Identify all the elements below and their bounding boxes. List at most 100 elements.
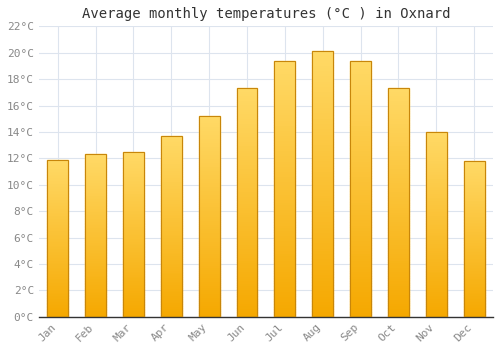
Bar xyxy=(236,93,258,95)
Bar xyxy=(85,179,106,180)
Bar xyxy=(198,158,220,160)
Bar xyxy=(48,290,68,292)
Bar xyxy=(426,276,446,278)
Bar xyxy=(464,161,484,162)
Bar xyxy=(198,226,220,229)
Bar xyxy=(123,247,144,249)
Bar xyxy=(464,307,484,309)
Bar xyxy=(426,291,446,293)
Bar xyxy=(85,273,106,274)
Bar xyxy=(236,234,258,237)
Bar xyxy=(274,76,295,78)
Bar xyxy=(312,306,333,309)
Bar xyxy=(48,243,68,245)
Bar xyxy=(426,171,446,173)
Bar xyxy=(48,169,68,171)
Bar xyxy=(48,202,68,204)
Bar xyxy=(48,307,68,309)
Bar xyxy=(388,285,409,287)
Bar xyxy=(48,268,68,270)
Bar xyxy=(388,315,409,317)
Bar xyxy=(236,125,258,127)
Bar xyxy=(236,267,258,269)
Bar xyxy=(388,257,409,260)
Bar xyxy=(85,250,106,252)
Bar xyxy=(236,157,258,159)
Bar xyxy=(426,195,446,197)
Bar xyxy=(274,138,295,140)
Bar xyxy=(198,136,220,138)
Bar xyxy=(198,152,220,154)
Bar xyxy=(85,309,106,310)
Bar xyxy=(426,315,446,317)
Bar xyxy=(464,303,484,304)
Bar xyxy=(85,223,106,224)
Bar xyxy=(48,237,68,238)
Bar xyxy=(198,237,220,238)
Bar xyxy=(123,266,144,267)
Bar xyxy=(350,66,371,68)
Bar xyxy=(312,211,333,213)
Bar xyxy=(198,215,220,216)
Bar xyxy=(464,281,484,282)
Bar xyxy=(388,155,409,157)
Bar xyxy=(350,63,371,66)
Bar xyxy=(236,282,258,285)
Bar xyxy=(464,312,484,314)
Bar xyxy=(464,262,484,264)
Bar xyxy=(161,301,182,302)
Bar xyxy=(464,310,484,312)
Bar xyxy=(388,102,409,104)
Bar xyxy=(312,134,333,136)
Bar xyxy=(464,298,484,300)
Bar xyxy=(48,284,68,285)
Bar xyxy=(198,172,220,174)
Bar xyxy=(236,315,258,317)
Bar xyxy=(388,230,409,232)
Bar xyxy=(464,264,484,265)
Bar xyxy=(123,176,144,178)
Bar xyxy=(274,209,295,212)
Bar xyxy=(161,268,182,270)
Bar xyxy=(236,221,258,223)
Bar xyxy=(236,216,258,218)
Bar xyxy=(85,170,106,172)
Bar xyxy=(312,62,333,65)
Bar xyxy=(85,177,106,179)
Bar xyxy=(236,230,258,232)
Bar xyxy=(274,266,295,268)
Bar xyxy=(48,199,68,201)
Bar xyxy=(198,166,220,168)
Bar xyxy=(388,132,409,134)
Bar xyxy=(274,278,295,281)
Bar xyxy=(123,303,144,305)
Bar xyxy=(198,116,220,317)
Bar xyxy=(236,232,258,234)
Bar xyxy=(312,118,333,120)
Bar xyxy=(388,98,409,100)
Bar xyxy=(350,284,371,286)
Bar xyxy=(236,308,258,310)
Bar xyxy=(388,294,409,296)
Bar xyxy=(236,191,258,194)
Bar xyxy=(464,166,484,167)
Bar xyxy=(123,158,144,160)
Bar xyxy=(236,116,258,118)
Bar xyxy=(48,185,68,186)
Bar xyxy=(48,227,68,229)
Bar xyxy=(464,170,484,172)
Bar xyxy=(312,226,333,229)
Bar xyxy=(388,95,409,98)
Bar xyxy=(123,233,144,234)
Bar xyxy=(388,109,409,111)
Bar xyxy=(161,161,182,163)
Bar xyxy=(161,239,182,241)
Bar xyxy=(350,209,371,212)
Bar xyxy=(236,148,258,150)
Bar xyxy=(464,203,484,205)
Bar xyxy=(274,304,295,307)
Bar xyxy=(426,258,446,259)
Bar xyxy=(85,193,106,195)
Bar xyxy=(312,80,333,83)
Bar xyxy=(426,300,446,302)
